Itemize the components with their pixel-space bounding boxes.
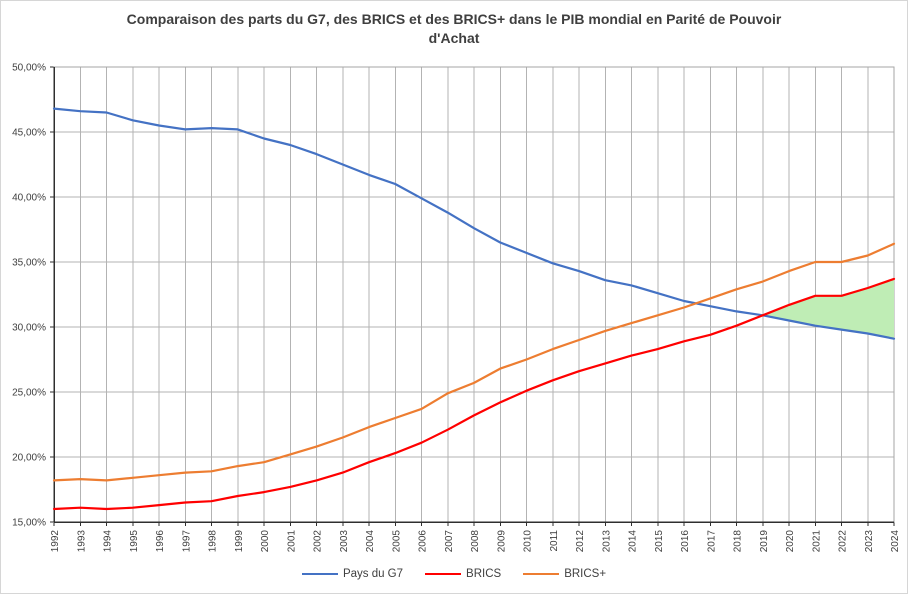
y-axis-label: 15,00% xyxy=(12,518,46,529)
legend: Pays du G7 BRICS BRICS+ xyxy=(1,563,907,585)
x-axis-label: 1999 xyxy=(234,530,245,553)
series-line-1 xyxy=(52,277,896,511)
x-axis-label: 2007 xyxy=(444,530,455,553)
x-axis-label: 1992 xyxy=(50,530,61,553)
y-axis-label: 20,00% xyxy=(12,453,46,464)
x-axis-label: 1995 xyxy=(129,530,140,553)
x-axis-label: 2003 xyxy=(339,530,350,553)
chart-title: Comparaison des parts du G7, des BRICS e… xyxy=(1,10,907,48)
x-axis-label: 2004 xyxy=(365,530,376,553)
x-axis-label: 2011 xyxy=(549,530,560,552)
legend-label-brics: BRICS xyxy=(466,568,502,580)
x-axis-label: 1998 xyxy=(208,530,219,553)
x-axis-label: 2016 xyxy=(680,530,691,553)
x-axis-label: 2014 xyxy=(628,530,639,553)
x-axis-label: 2006 xyxy=(418,530,429,553)
series-line-0 xyxy=(52,107,896,340)
x-axis-label: 2021 xyxy=(811,530,822,553)
y-axis-label: 50,00% xyxy=(12,63,46,74)
x-axis-label: 2020 xyxy=(785,530,796,553)
x-axis-label: 2022 xyxy=(838,530,849,553)
x-axis-label: 1997 xyxy=(181,530,192,553)
y-axis-label: 40,00% xyxy=(12,193,46,204)
y-axis-label: 35,00% xyxy=(12,258,46,269)
x-axis-label: 2024 xyxy=(890,530,901,553)
x-axis-label: 1996 xyxy=(155,530,166,553)
y-axis-label: 30,00% xyxy=(12,323,46,334)
x-axis-label: 2017 xyxy=(706,530,717,553)
x-axis-label: 2013 xyxy=(601,530,612,553)
legend-label-g7: Pays du G7 xyxy=(342,568,404,580)
x-axis-label: 1993 xyxy=(76,530,87,553)
x-axis-label: 2019 xyxy=(759,530,770,553)
x-axis-label: 2000 xyxy=(260,530,271,553)
legend-item-g7: Pays du G7 xyxy=(301,568,404,580)
g7-line-swatch-icon xyxy=(301,573,338,575)
highlight-area xyxy=(762,278,894,339)
legend-item-brics: BRICS xyxy=(425,568,501,580)
series-line-2 xyxy=(52,242,896,482)
y-axis-label: 25,00% xyxy=(12,388,46,399)
x-axis-label: 2001 xyxy=(286,530,297,553)
bricsplus-line-swatch-icon xyxy=(523,573,560,575)
x-axis-label: 2023 xyxy=(864,530,875,553)
x-axis-label: 2012 xyxy=(575,530,586,553)
x-axis-label: 2009 xyxy=(496,530,507,553)
chart-title-line1: Comparaison des parts du G7, des BRICS e… xyxy=(126,11,782,27)
x-axis-label: 2010 xyxy=(523,530,534,553)
chart-title-line2: d'Achat xyxy=(428,30,480,46)
legend-item-bricsplus: BRICS+ xyxy=(523,568,606,580)
x-axis-label: 2008 xyxy=(470,530,481,553)
brics-line-swatch-icon xyxy=(425,573,462,575)
y-axis-label: 45,00% xyxy=(12,128,46,139)
x-axis-label: 1994 xyxy=(103,530,114,553)
x-axis-label: 2002 xyxy=(313,530,324,553)
x-axis-label: 2015 xyxy=(654,530,665,553)
legend-label-bricsplus: BRICS+ xyxy=(564,568,607,580)
x-axis-label: 2018 xyxy=(733,530,744,553)
x-axis-label: 2005 xyxy=(391,530,402,553)
